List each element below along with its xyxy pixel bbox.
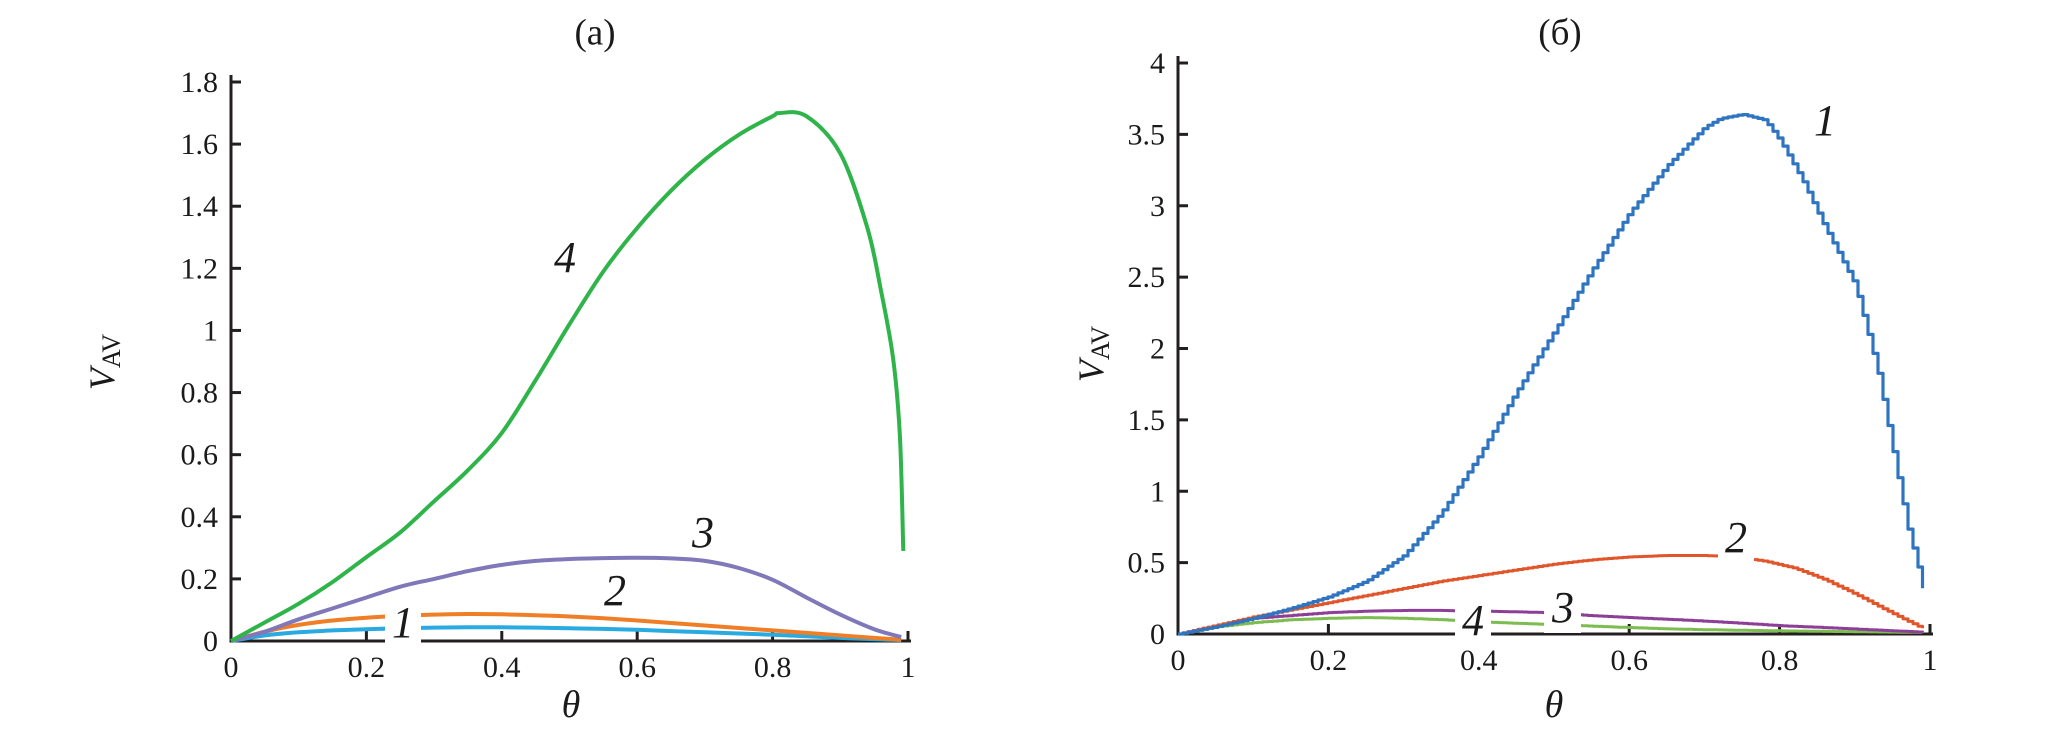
curve-label-a-4: 4 [554,233,576,282]
curve-label-b-2: 2 [1718,512,1754,563]
curve-b-1 [1178,113,1925,636]
ticks-b [1176,61,1932,636]
x-tick-label: 0 [224,651,239,684]
panel-b-y-axis-label-sub: AV [1086,325,1115,361]
curve-a-2 [230,611,902,643]
tick-labels-b: 0 0.2 0.4 0.6 0.8 1 0 0.5 1 1.5 2 2.5 3 3.5 4 [1128,47,1938,677]
y-tick-label: 0.6 [181,439,219,472]
curve-b-2 [1178,554,1924,636]
y-tick-label: 1.2 [181,252,219,285]
panel-a-y-axis-label-main: V [82,368,122,391]
y-tick-label: 0.2 [181,563,219,596]
panel-a-y-axis-label-sub: AV [97,333,126,369]
curve-label-text: 3 [1551,583,1574,632]
x-tick-label: 0.8 [1761,644,1799,677]
curve-label-text: 1 [392,598,414,647]
curve-label-text: 2 [604,566,626,615]
y-tick-label: 1 [203,314,218,347]
panel-a-x-axis-label: θ [561,684,581,726]
x-tick-label: 0.8 [754,651,792,684]
curve-a-1 [230,625,902,643]
y-tick-label: 4 [1150,47,1165,80]
curve-label-a-3: 3 [691,508,714,557]
curve-label-text: 4 [554,233,576,282]
panel-a-y-axis-label: VAV [81,334,127,390]
curve-label-a-2: 2 [604,566,626,615]
axes-a [229,75,911,643]
curve-label-b-1: 1 [1814,96,1836,145]
x-tick-label: 0.4 [483,651,521,684]
x-tick-label: 0.2 [1310,644,1348,677]
y-tick-label: 1.5 [1128,404,1166,437]
panel-b: 0 0.2 0.4 0.6 0.8 1 0 0.5 1 1.5 2 2.5 3 3.5 4 1 2 3 4 [1128,47,1938,677]
curve-label-text: 2 [1725,513,1747,562]
y-tick-label: 3.5 [1128,118,1166,151]
curve-label-text: 1 [1814,96,1836,145]
curve-label-text: 4 [1462,596,1484,645]
y-tick-label: 2 [1150,333,1165,366]
curve-a-3 [230,555,902,643]
curve-label-mask [1718,512,1754,563]
y-tick-label: 1.8 [181,66,219,99]
curves-a [230,110,906,643]
x-tick-label: 1 [901,651,916,684]
curves-b [1178,113,1925,636]
y-tick-label: 1 [1150,475,1165,508]
panel-a-title: (a) [574,12,616,54]
y-tick-label: 1.6 [181,128,219,161]
y-tick-label: 0.5 [1128,547,1166,580]
panel-b-x-axis-label: θ [1544,684,1564,726]
panel-a: 0 0.2 0.4 0.6 0.8 1 0 0.2 0.4 0.6 0.8 1 1.2 1.4 1.6 1.8… [181,66,916,684]
y-tick-label: 3 [1150,190,1165,223]
curve-label-mask [385,597,421,648]
curve-label-b-4: 4 [1455,595,1491,646]
panel-b-y-axis-label-main: V [1071,360,1111,383]
curve-b-4 [1178,616,1923,636]
curve-label-a-1: 1 [385,597,421,648]
x-tick-label: 1 [1923,644,1938,677]
panel-b-title: (б) [1538,12,1582,54]
x-tick-label: 0.2 [348,651,386,684]
tick-labels-a: 0 0.2 0.4 0.6 0.8 1 0 0.2 0.4 0.6 0.8 1 1.2 1.4 1.6 1.8 [181,66,916,684]
y-tick-label: 0.8 [181,377,219,410]
curve-label-text: 3 [691,508,714,557]
axes-b [1176,56,1933,636]
x-tick-label: 0.6 [1610,644,1648,677]
y-tick-label: 1.4 [181,190,219,223]
x-tick-label: 0.4 [1460,644,1498,677]
y-tick-label: 2.5 [1128,261,1166,294]
x-tick-label: 0.6 [618,651,656,684]
curve-label-b-3: 3 [1544,582,1581,633]
curve-label-mask [1544,582,1581,633]
y-tick-label: 0 [203,625,218,658]
x-tick-label: 0 [1171,644,1186,677]
curve-label-mask [1455,595,1491,646]
curve-a-4 [230,110,906,643]
ticks-a [229,80,910,643]
y-tick-label: 0 [1150,618,1165,651]
panel-b-y-axis-label: VAV [1070,326,1116,382]
y-tick-label: 0.4 [181,501,219,534]
